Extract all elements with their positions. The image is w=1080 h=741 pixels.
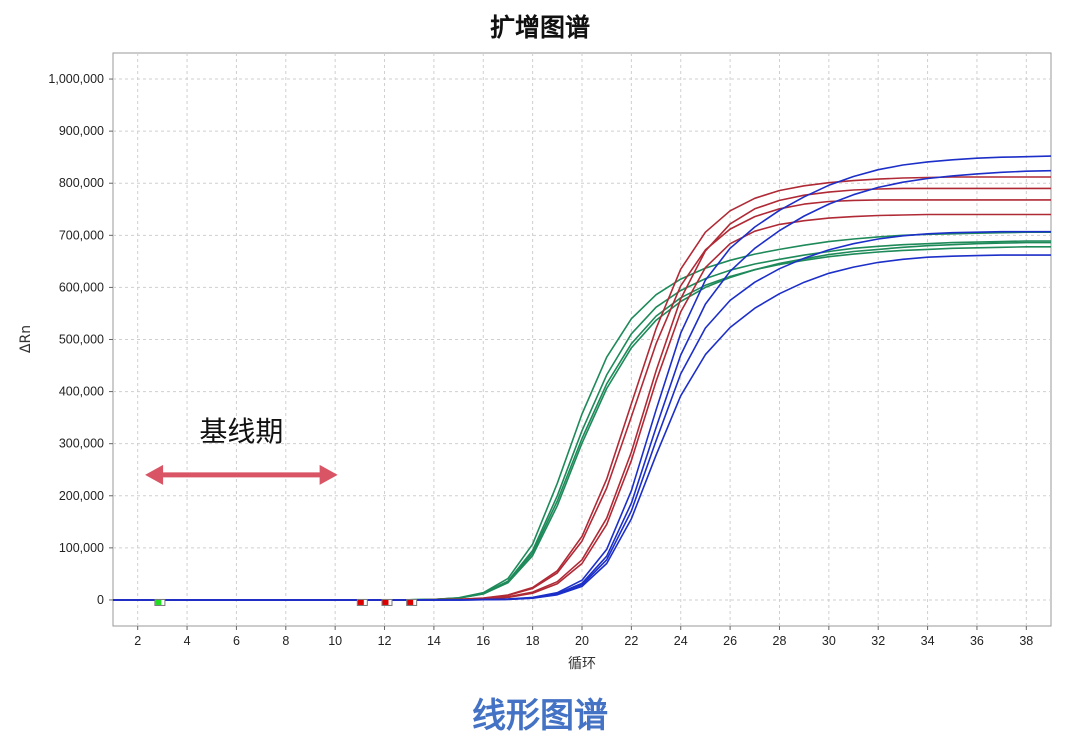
baseline-marker-3 [382,599,389,605]
tick-labels: 2 4 6 8 10 12 14 16 18 20 22 24 26 28 30 32 34 36 380100,0… [48,72,1033,648]
x-tick-label: 26 [723,634,737,648]
x-tick-label: 30 [822,634,836,648]
y-tick-label: 300,000 [59,437,104,451]
y-axis-label: ΔRn [18,325,34,353]
x-tick-label: 32 [871,634,885,648]
x-tick-label: 10 [328,634,342,648]
y-tick-label: 400,000 [59,385,104,399]
x-tick-label: 8 [282,634,289,648]
y-tick-label: 0 [97,593,104,607]
annotation-label: 基线期 [199,415,283,448]
x-tick-label: 36 [970,634,984,648]
y-tick-label: 1,000,000 [48,72,104,86]
series-line-12 [113,254,1051,601]
y-tick-label: 800,000 [59,176,104,190]
x-tick-label: 14 [427,634,441,648]
y-tick-label: 500,000 [59,333,104,347]
baseline-annotation: 基线期 [145,415,338,485]
series-group [113,155,1052,601]
x-axis-label: 循环 [568,656,596,672]
y-tick-label: 100,000 [59,541,104,555]
y-tick-label: 900,000 [59,124,104,138]
baseline-marker-1 [155,599,162,605]
chart-title: 扩增图谱 [489,13,590,42]
x-tick-label: 28 [773,634,787,648]
x-tick-label: 38 [1019,634,1033,648]
y-tick-label: 700,000 [59,228,104,242]
x-tick-label: 34 [921,634,935,648]
baseline-marker-4 [407,599,414,605]
x-tick-label: 20 [575,634,589,648]
baseline-marker-2 [357,599,364,605]
x-tick-label: 12 [378,634,392,648]
x-tick-label: 16 [476,634,490,648]
x-tick-label: 6 [233,634,240,648]
x-tick-label: 18 [526,634,540,648]
x-tick-label: 22 [624,634,638,648]
x-tick-label: 4 [184,634,191,648]
annotation-arrowhead-right [319,464,338,485]
x-tick-label: 24 [674,634,688,648]
annotation-arrowhead-left [145,464,164,485]
y-tick-label: 200,000 [59,489,104,503]
x-tick-label: 2 [134,634,141,648]
bottom-caption: 线形图谱 [472,696,608,736]
y-tick-label: 600,000 [59,280,104,294]
baseline-markers [154,598,418,606]
